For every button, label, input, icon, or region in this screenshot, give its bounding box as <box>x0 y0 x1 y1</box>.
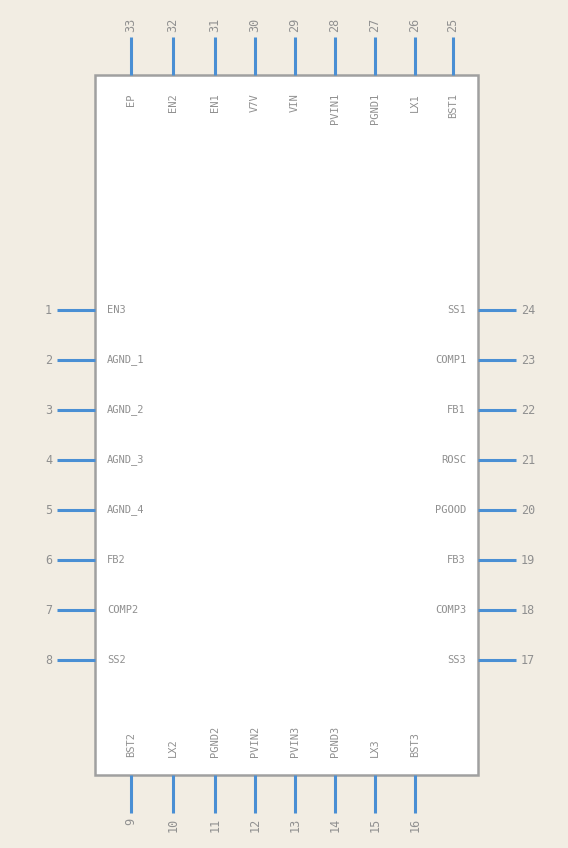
Text: V7V: V7V <box>250 93 260 112</box>
Text: 27: 27 <box>369 18 382 32</box>
Text: 15: 15 <box>369 818 382 832</box>
Text: LX3: LX3 <box>370 739 380 757</box>
Text: 19: 19 <box>521 554 535 566</box>
Text: VIN: VIN <box>290 93 300 112</box>
Text: 30: 30 <box>249 18 261 32</box>
Text: 7: 7 <box>45 604 52 616</box>
Text: 22: 22 <box>521 404 535 416</box>
Text: AGND_1: AGND_1 <box>107 354 144 365</box>
Text: FB3: FB3 <box>447 555 466 565</box>
Text: EP: EP <box>126 93 136 105</box>
Text: BST2: BST2 <box>126 732 136 757</box>
Text: 2: 2 <box>45 354 52 366</box>
Text: 14: 14 <box>328 818 341 832</box>
Text: 29: 29 <box>289 18 302 32</box>
Text: PGOOD: PGOOD <box>435 505 466 515</box>
Text: COMP2: COMP2 <box>107 605 138 615</box>
Text: PVIN1: PVIN1 <box>330 93 340 125</box>
Text: BST3: BST3 <box>410 732 420 757</box>
Text: SS3: SS3 <box>447 655 466 665</box>
Text: 17: 17 <box>521 654 535 667</box>
Text: COMP3: COMP3 <box>435 605 466 615</box>
Text: 25: 25 <box>446 18 460 32</box>
Text: AGND_2: AGND_2 <box>107 404 144 416</box>
Bar <box>95 75 478 775</box>
Text: AGND_3: AGND_3 <box>107 455 144 466</box>
Text: 24: 24 <box>521 304 535 316</box>
Text: 28: 28 <box>328 18 341 32</box>
Text: PGND3: PGND3 <box>330 726 340 757</box>
Text: 21: 21 <box>521 454 535 466</box>
Text: 16: 16 <box>408 818 421 832</box>
Text: AGND_4: AGND_4 <box>107 505 144 516</box>
Text: EN2: EN2 <box>168 93 178 112</box>
Text: 33: 33 <box>124 18 137 32</box>
Text: FB2: FB2 <box>107 555 126 565</box>
Text: 18: 18 <box>521 604 535 616</box>
Text: 6: 6 <box>45 554 52 566</box>
Text: BST1: BST1 <box>448 93 458 118</box>
Text: 20: 20 <box>521 504 535 516</box>
Text: SS1: SS1 <box>447 305 466 315</box>
Text: 23: 23 <box>521 354 535 366</box>
Text: EN3: EN3 <box>107 305 126 315</box>
Text: PVIN3: PVIN3 <box>290 726 300 757</box>
Text: 5: 5 <box>45 504 52 516</box>
Text: 13: 13 <box>289 818 302 832</box>
Text: 12: 12 <box>249 818 261 832</box>
Text: 9: 9 <box>124 818 137 825</box>
Text: 11: 11 <box>208 818 222 832</box>
Text: PGND1: PGND1 <box>370 93 380 125</box>
Text: ROSC: ROSC <box>441 455 466 465</box>
Text: 10: 10 <box>166 818 179 832</box>
Text: LX2: LX2 <box>168 739 178 757</box>
Text: 1: 1 <box>45 304 52 316</box>
Text: PGND2: PGND2 <box>210 726 220 757</box>
Text: COMP1: COMP1 <box>435 355 466 365</box>
Text: SS2: SS2 <box>107 655 126 665</box>
Text: 26: 26 <box>408 18 421 32</box>
Text: FB1: FB1 <box>447 405 466 415</box>
Text: 32: 32 <box>166 18 179 32</box>
Text: 4: 4 <box>45 454 52 466</box>
Text: LX1: LX1 <box>410 93 420 112</box>
Text: PVIN2: PVIN2 <box>250 726 260 757</box>
Text: 3: 3 <box>45 404 52 416</box>
Text: 8: 8 <box>45 654 52 667</box>
Text: 31: 31 <box>208 18 222 32</box>
Text: EN1: EN1 <box>210 93 220 112</box>
